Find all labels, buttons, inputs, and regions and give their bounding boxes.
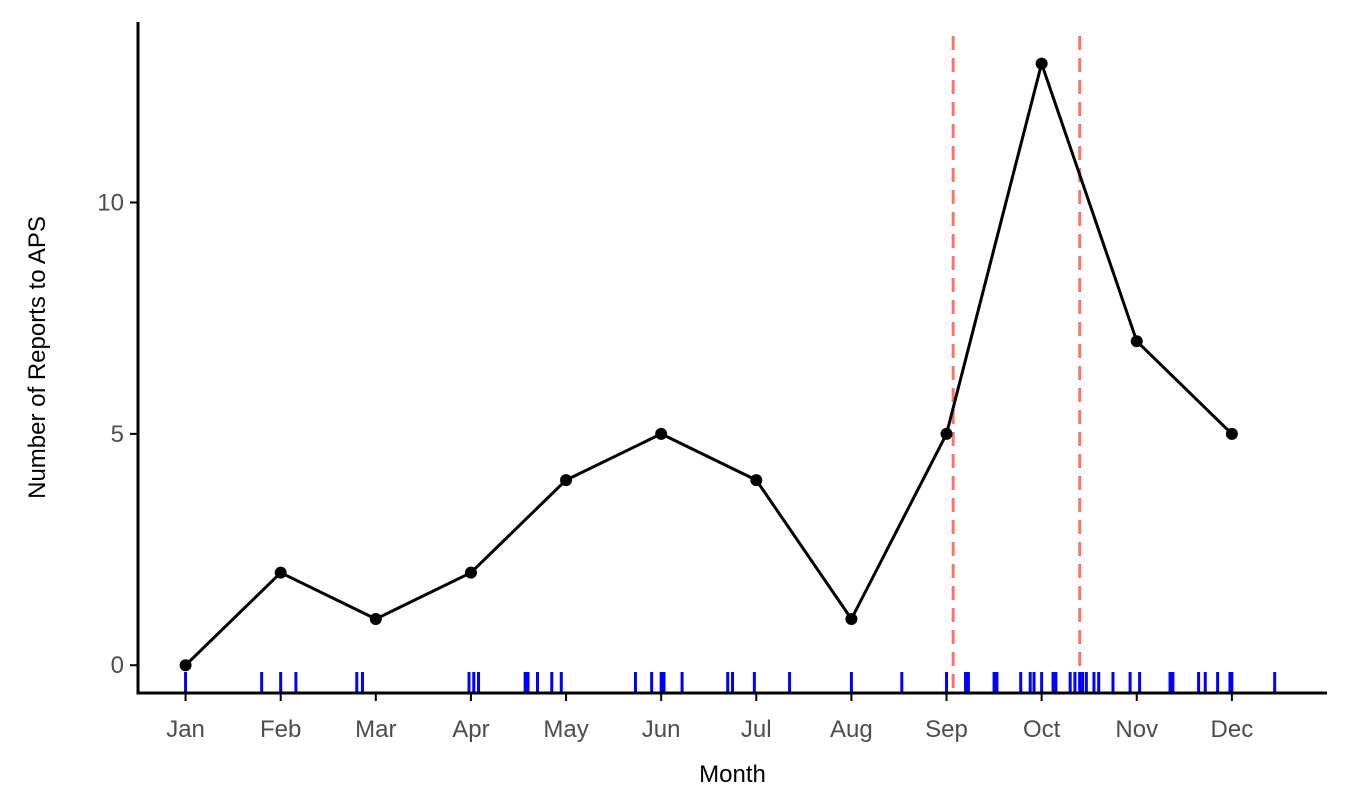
x-tick-label-dec: Dec: [1211, 716, 1254, 743]
x-tick-label-sep: Sep: [925, 716, 968, 743]
x-tick-label-jul: Jul: [741, 716, 772, 743]
x-tick-label-apr: Apr: [452, 716, 489, 743]
data-point-mar: [369, 612, 382, 625]
plot-area: [179, 36, 1277, 693]
x-tick-label-mar: Mar: [355, 716, 396, 743]
x-tick-label-jun: Jun: [642, 716, 681, 743]
data-point-apr: [464, 566, 477, 579]
data-point-feb: [274, 566, 287, 579]
data-point-jul: [750, 474, 763, 487]
x-axis-title: Month: [699, 761, 766, 788]
x-axis-ticks: Jan Feb Mar Apr May Jun Jul Aug Sep Oct Nov Dec: [166, 693, 1253, 743]
data-point-jun: [655, 427, 668, 440]
x-tick-label-may: May: [543, 716, 588, 743]
data-point-dec: [1225, 427, 1238, 440]
data-point-aug: [845, 612, 858, 625]
x-tick-label-jan: Jan: [166, 716, 205, 743]
x-tick-label-oct: Oct: [1023, 716, 1061, 743]
y-axis-title: Number of Reports to APS: [24, 216, 51, 499]
y-axis-ticks: 0 5 10: [97, 189, 138, 679]
data-point-sep: [940, 427, 953, 440]
x-tick-label-aug: Aug: [830, 716, 873, 743]
data-point-may: [560, 474, 573, 487]
y-tick-label: 0: [111, 652, 124, 679]
y-tick-label: 5: [111, 421, 124, 448]
data-point-nov: [1130, 335, 1143, 348]
x-tick-label-feb: Feb: [260, 716, 301, 743]
y-tick-label: 10: [97, 189, 124, 216]
data-point-jan: [179, 659, 192, 672]
series-line: [184, 62, 1233, 667]
data-point-oct: [1035, 57, 1048, 70]
x-tick-label-nov: Nov: [1115, 716, 1158, 743]
